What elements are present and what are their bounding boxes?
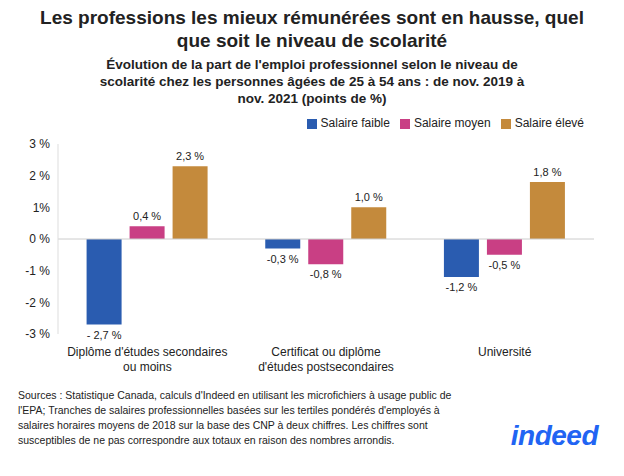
html-text:Les professions les mieux rému: Les professions les mieux rémunérées son… [40, 7, 584, 51]
svg-text:-0,8 %: -0,8 % [310, 268, 342, 280]
svg-text:2 %: 2 % [29, 169, 50, 183]
svg-text:-1,2 %: -1,2 % [446, 281, 478, 293]
svg-text:2,3 %: 2,3 % [176, 150, 204, 162]
svg-text:Certificat ou diplômed'études: Certificat ou diplômed'études postsecond… [258, 345, 394, 374]
html-text:Salaire moyen: Salaire moyen [413, 116, 491, 130]
html-text:indeed: indeed [510, 420, 598, 451]
svg-text:Diplôme d'études secondairesou: Diplôme d'études secondairesou moins [67, 345, 227, 374]
svg-text:-0,3 %: -0,3 % [267, 253, 299, 265]
svg-text:0,4 %: 0,4 % [133, 210, 161, 222]
svg-text:3 %: 3 % [29, 137, 50, 151]
svg-text:-1 %: -1 % [25, 264, 50, 278]
svg-text:1,0 %: 1,0 % [355, 191, 383, 203]
svg-text:- 2,7 %: - 2,7 % [87, 329, 122, 341]
svg-text:-3 %: -3 % [25, 327, 50, 341]
svg-text:-2 %: -2 % [25, 296, 50, 310]
html-text:Salaire élevé: Salaire élevé [514, 116, 584, 130]
html-text:Sources : Statistique Canada,: Sources : Statistique Canada, calculs d'… [18, 389, 452, 446]
html-text:Salaire faible: Salaire faible [320, 116, 390, 130]
svg-text:-0,5 %: -0,5 % [489, 259, 521, 271]
svg-text:1,8 %: 1,8 % [533, 166, 561, 178]
svg-text:1%: 1% [33, 201, 51, 215]
html-text:Évolution de la part de l'empl: Évolution de la part de l'emploi profess… [99, 57, 525, 106]
svg-text:Université: Université [478, 345, 532, 359]
svg-text:0 %: 0 % [29, 232, 50, 246]
